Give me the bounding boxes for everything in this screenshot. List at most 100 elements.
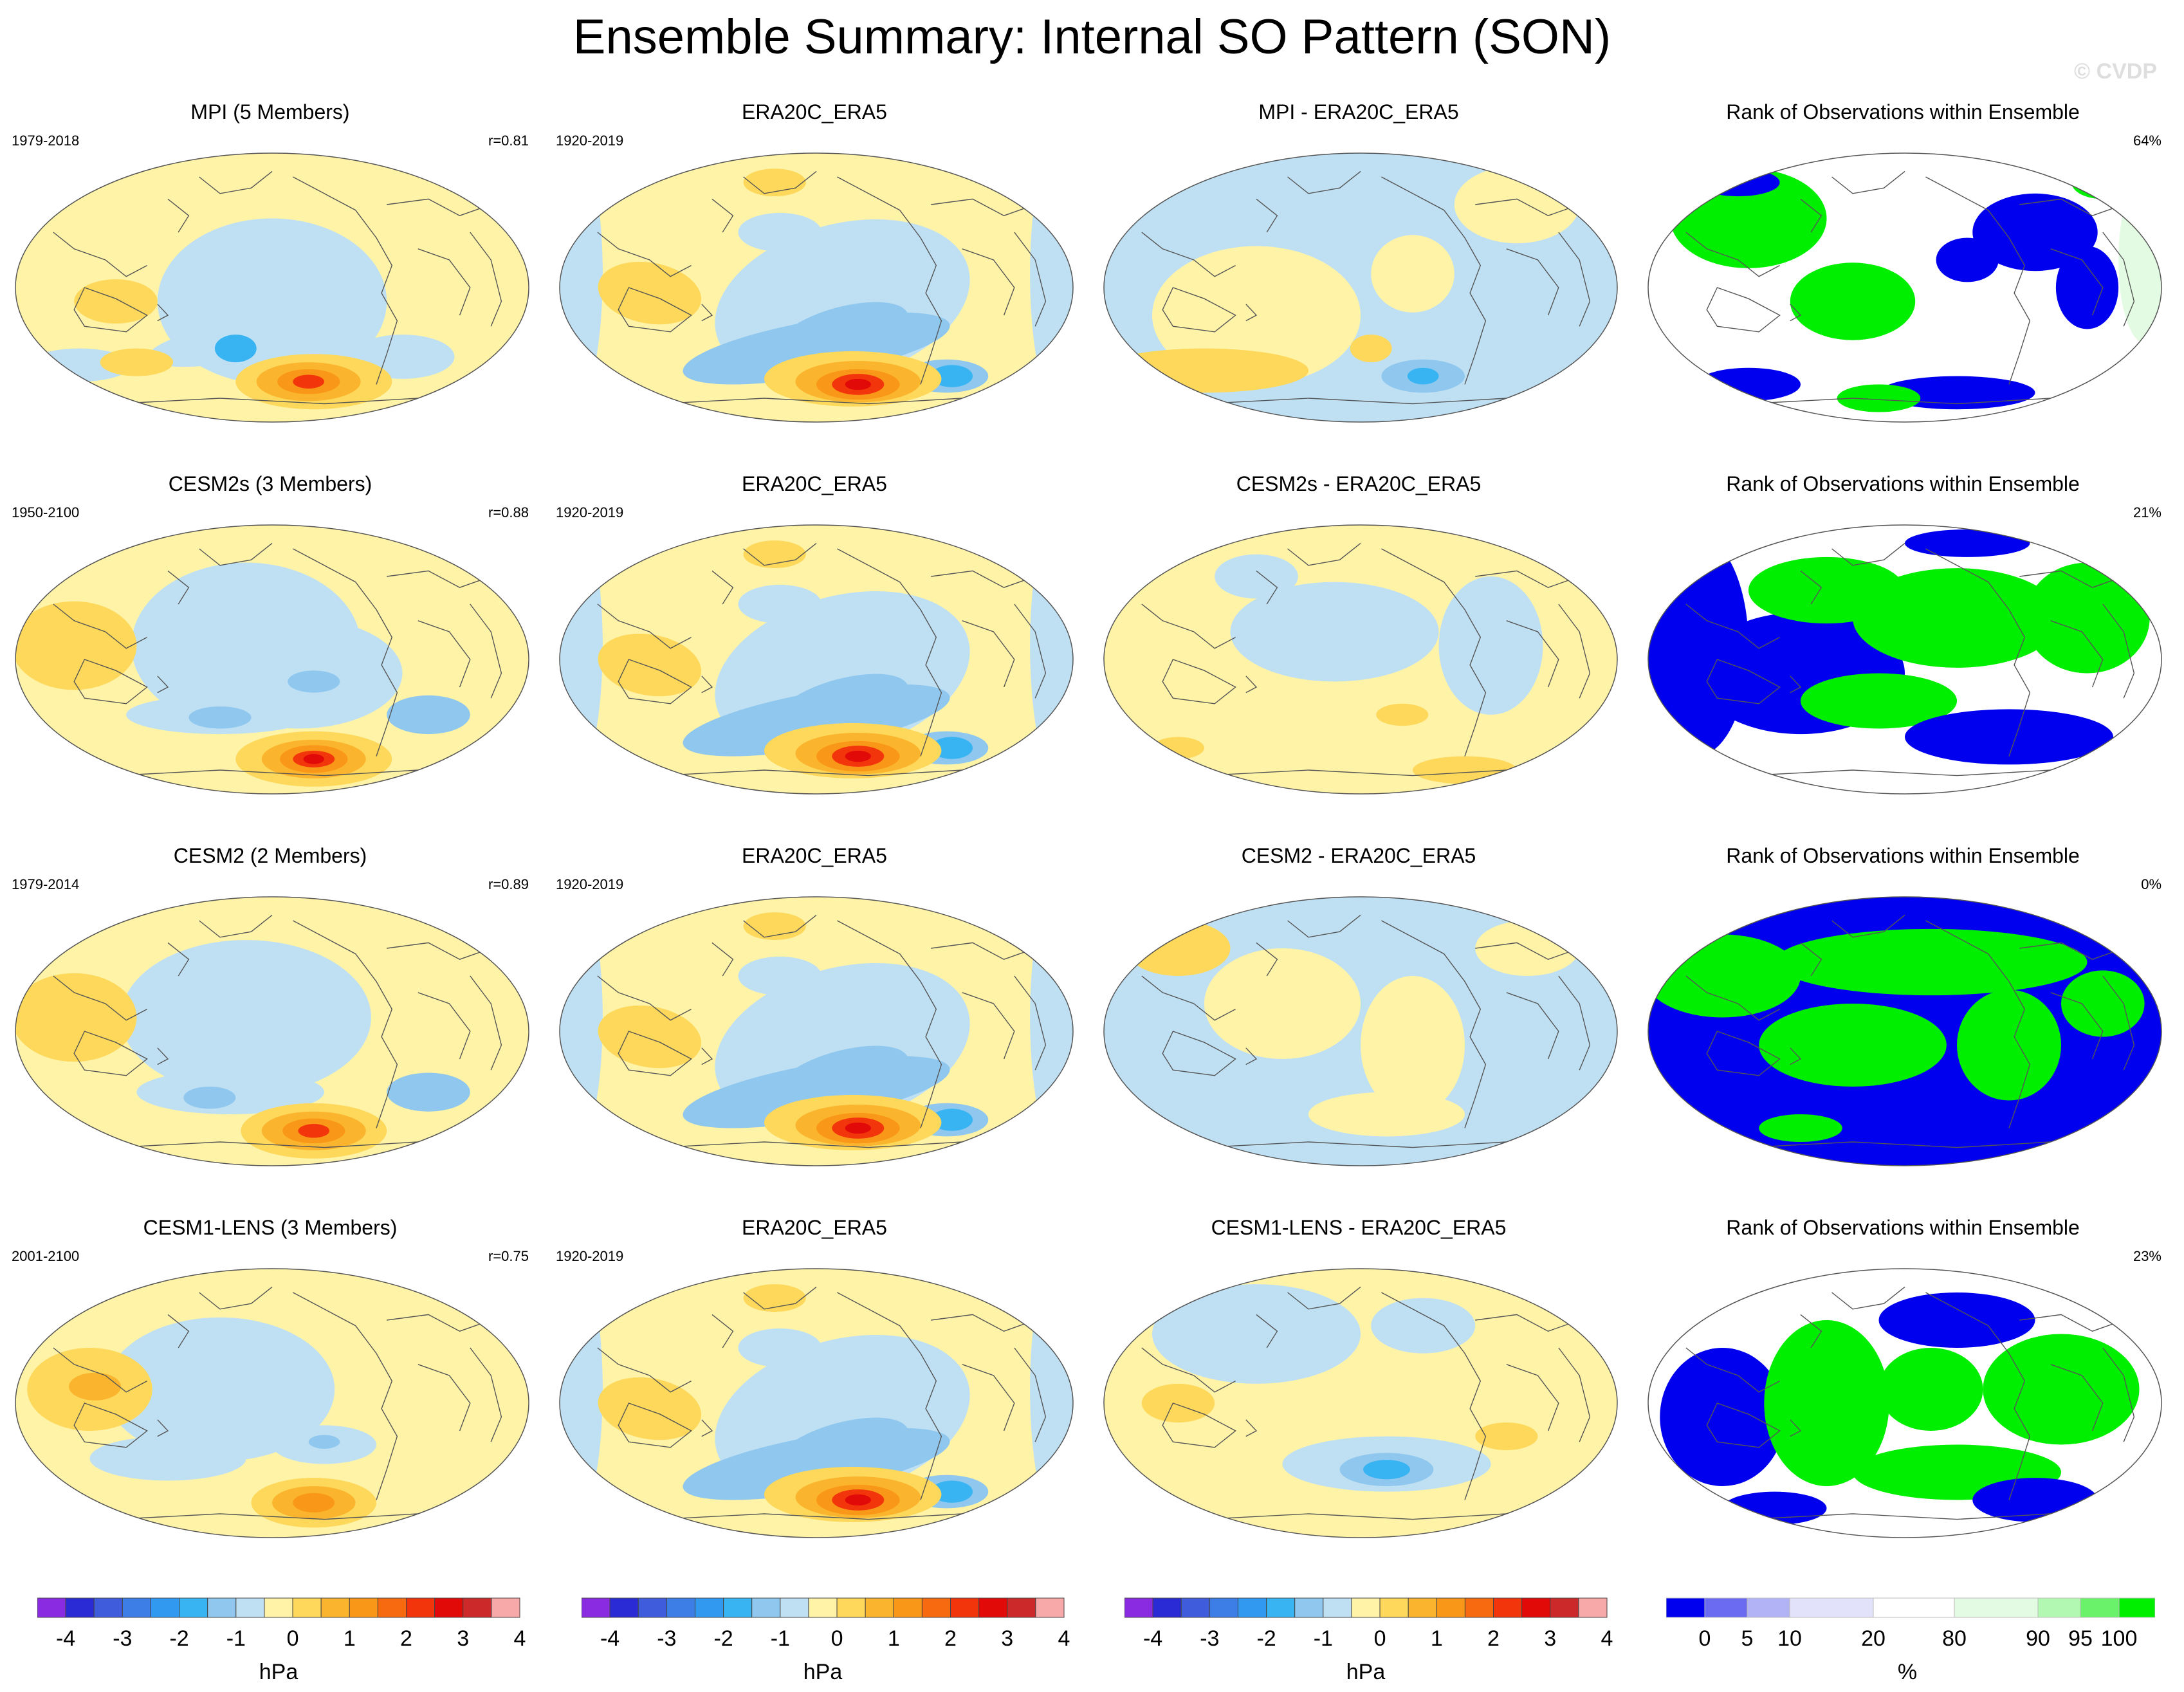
field-contour: [1438, 576, 1543, 715]
map-model-row2-wrap: [12, 521, 533, 801]
map-obs-row2: [559, 524, 1074, 795]
colorbar-swatch: [93, 1597, 123, 1618]
panel-title: CESM2 (2 Members): [173, 844, 367, 867]
field-contour: [69, 1372, 122, 1401]
colorbar-swatch: [37, 1597, 66, 1618]
colorbar-swatch: [978, 1597, 1008, 1618]
field-contour: [931, 365, 973, 387]
field-contour: [1957, 989, 2061, 1101]
colorbar-swatch: [1180, 1597, 1210, 1618]
colorbar-swatch: [2118, 1597, 2155, 1618]
colorbar-swatch: [723, 1597, 753, 1618]
colorbar-swatch: [1294, 1597, 1324, 1618]
colorbar-swatch: [1704, 1597, 1748, 1618]
map-model-row1-wrap: [12, 149, 533, 429]
panel-title: CESM2s (3 Members): [168, 472, 372, 495]
colorbar-swatch: [609, 1597, 639, 1618]
field-contour: [1376, 703, 1429, 726]
colorbar-tick-label: 0: [830, 1626, 843, 1651]
field-contour: [1837, 384, 1921, 412]
map-obs-row2-wrap: [556, 521, 1077, 801]
field-contour: [776, 1045, 908, 1106]
map-diff-row4-wrap: [1100, 1265, 1621, 1545]
anomaly-colorbar-1: -4 -3 -2 -1 0 1 2 3 4 hPa: [37, 1595, 526, 1692]
field-contour: [1748, 556, 1905, 624]
colorbar-tick-label: -2: [169, 1626, 189, 1651]
coastline: [53, 542, 513, 777]
map-frame: [1647, 896, 2162, 1166]
field-contour: [598, 261, 701, 325]
colorbar-tick-label: -1: [770, 1626, 790, 1651]
colorbar-swatch: [349, 1597, 378, 1618]
field-contour: [1801, 673, 1957, 729]
field-contour: [1878, 1348, 1983, 1431]
colorbar-swatch: [1747, 1597, 1790, 1618]
field-contour: [298, 1124, 330, 1138]
map-diff-row1-wrap: [1100, 149, 1621, 429]
field-contour: [1152, 1284, 1361, 1384]
panel-correlation: r=0.81: [488, 133, 529, 149]
field-contour: [738, 584, 822, 624]
map-model-row3-wrap: [12, 893, 533, 1173]
colorbar-tick-label: 1: [1430, 1626, 1443, 1651]
colorbar-tick-label: -4: [55, 1626, 76, 1651]
field-contour: [74, 279, 158, 324]
colorbar-swatch: [582, 1597, 610, 1618]
field-contour: [188, 706, 252, 729]
colorbar-unit: hPa: [803, 1660, 843, 1684]
map-rank-row1-wrap: [1644, 149, 2165, 429]
field-contour: [183, 1087, 236, 1109]
field-contour: [1308, 1092, 1465, 1137]
colorbar-tick-label: -1: [1313, 1626, 1333, 1651]
field-contour: [2024, 562, 2150, 674]
colorbar-swatch: [320, 1597, 350, 1618]
colorbar-swatch: [1666, 1597, 1705, 1618]
panel-years: 1979-2018: [12, 133, 80, 149]
colorbar-swatch: [1007, 1597, 1036, 1618]
colorbar-tick-label: 4: [1601, 1626, 1613, 1651]
field-contour: [845, 750, 872, 762]
field-contour: [387, 695, 470, 735]
map-model-row4: [15, 1268, 529, 1538]
field-contour: [293, 374, 325, 389]
field-contour: [1764, 1320, 1889, 1486]
panel-title: ERA20C_ERA5: [742, 472, 887, 495]
field-contour: [738, 212, 822, 252]
panel-rank-percent: 0%: [2141, 876, 2161, 892]
coastline: [1685, 1286, 2145, 1520]
panel-title: ERA20C_ERA5: [742, 1216, 887, 1239]
colorbar-swatch: [434, 1597, 464, 1618]
field-contour: [743, 1284, 806, 1312]
colorbar-swatch: [292, 1597, 322, 1618]
panel-title: MPI - ERA20C_ERA5: [1258, 100, 1459, 124]
panel-title: CESM1-LENS (3 Members): [143, 1216, 398, 1239]
field-contour: [1104, 348, 1308, 393]
panel-obs-row4: ERA20C_ERA5 1920-2019: [544, 1216, 1085, 1550]
colorbar-tick-label: 3: [1544, 1626, 1557, 1651]
field-contour: [738, 1328, 822, 1368]
field-contour: [1361, 976, 1465, 1114]
panel-title: CESM1-LENS - ERA20C_ERA5: [1211, 1216, 1507, 1239]
field-contour: [1126, 921, 1231, 976]
colorbar-tick-label: 2: [400, 1626, 412, 1651]
map-diff-row1: [1103, 152, 1618, 423]
map-diff-row4: [1103, 1268, 1618, 1538]
field-contour: [738, 956, 822, 996]
panel-years: 1920-2019: [556, 504, 624, 520]
map-frame: [15, 1268, 529, 1538]
map-rank-row3: [1647, 896, 2162, 1166]
coastline: [1141, 1286, 1601, 1520]
colorbar-tick-label: 2: [1487, 1626, 1500, 1651]
colorbar-swatch: [1436, 1597, 1465, 1618]
field-contour: [1878, 1292, 2035, 1348]
panel-rank-row1: Rank of Observations within Ensemble 64%: [1633, 100, 2173, 435]
panel-title: CESM2 - ERA20C_ERA5: [1241, 844, 1476, 867]
colorbar-tick-label: 3: [1001, 1626, 1014, 1651]
field-contour: [845, 378, 872, 391]
colorbar-swatch: [2037, 1597, 2081, 1618]
field-contour: [931, 1108, 973, 1131]
field-contour: [1204, 948, 1361, 1059]
panel-obs-row2: ERA20C_ERA5 1920-2019: [544, 472, 1085, 807]
colorbar-swatch: [1035, 1597, 1065, 1618]
map-diff-row2: [1103, 524, 1618, 795]
